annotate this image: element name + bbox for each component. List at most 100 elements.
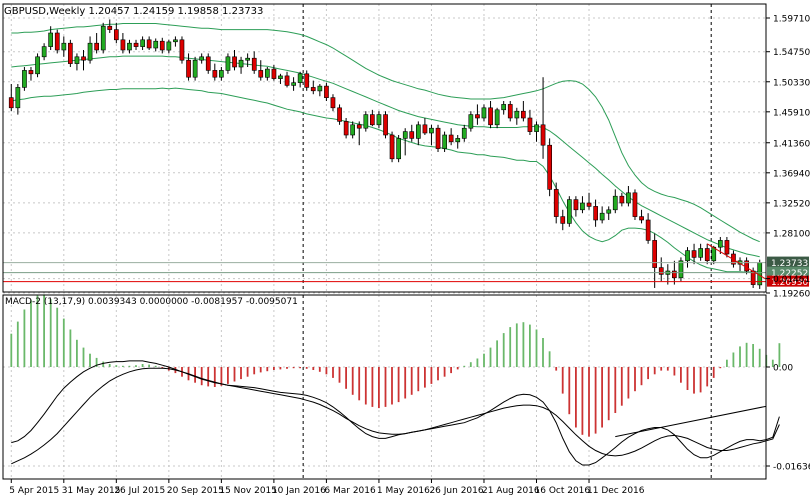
macd-histogram-bar — [490, 348, 492, 367]
macd-histogram-bar — [293, 367, 295, 368]
time-tick-label: 10 Jan 2016 — [272, 486, 326, 496]
bear-candle — [640, 217, 644, 220]
bear-candle — [259, 70, 263, 77]
bear-candle — [370, 115, 374, 125]
bear-candle — [187, 60, 191, 77]
bear-candle — [423, 125, 427, 133]
bear-candle — [9, 98, 13, 108]
macd-histogram-bar — [575, 367, 577, 428]
bull-candle — [462, 128, 466, 138]
bear-candle — [541, 125, 545, 145]
bear-candle — [475, 115, 479, 118]
bear-candle — [692, 251, 696, 258]
bear-candle — [489, 108, 493, 125]
macd-histogram-bar — [102, 362, 104, 367]
macd-histogram-bar — [339, 367, 341, 383]
macd-histogram-bar — [280, 367, 282, 369]
macd-histogram-bar — [50, 299, 52, 367]
macd-title: MACD-2 (13,17,9) 0.0039343 0.0000000 -0.… — [5, 297, 298, 307]
bear-candle — [357, 125, 361, 128]
bear-candle — [311, 87, 315, 90]
macd-histogram-bar — [122, 366, 124, 367]
bull-candle — [265, 69, 269, 77]
macd-histogram-bar — [70, 330, 72, 368]
bear-candle — [672, 271, 676, 278]
bear-candle — [548, 145, 552, 189]
macd-histogram-bar — [713, 367, 715, 378]
macd-histogram-bar — [739, 346, 741, 367]
macd-histogram-bar — [83, 348, 85, 367]
time-tick-label: 21 Aug 2016 — [482, 486, 540, 496]
bull-candle — [239, 60, 243, 67]
bull-candle — [292, 83, 296, 86]
macd-histogram-bar — [687, 367, 689, 390]
bear-candle — [436, 128, 440, 148]
macd-histogram-bar — [706, 367, 708, 386]
macd-histogram-bar — [463, 366, 465, 367]
bull-candle — [443, 135, 447, 149]
macd-histogram-bar — [345, 367, 347, 389]
macd-histogram-bar — [621, 367, 623, 406]
macd-histogram-bar — [194, 367, 196, 383]
macd-histogram-bar — [404, 367, 406, 399]
bull-candle — [482, 108, 486, 118]
macd-histogram-bar — [496, 340, 498, 367]
bull-candle — [22, 70, 26, 87]
macd-histogram-bar — [700, 367, 702, 392]
macd-histogram-bar — [647, 367, 649, 379]
bull-candle — [200, 57, 204, 60]
chart-title: GBPUSD,Weekly 1.20457 1.24159 1.19858 1.… — [4, 6, 263, 17]
bear-candle — [331, 98, 335, 108]
macd-histogram-bar — [516, 323, 518, 367]
bull-candle — [318, 86, 322, 91]
macd-histogram-bar — [385, 367, 387, 407]
bull-candle — [246, 58, 250, 60]
macd-histogram-bar — [746, 343, 748, 367]
macd-histogram-bar — [234, 367, 236, 382]
bull-candle — [75, 57, 79, 64]
macd-histogram-bar — [444, 367, 446, 377]
bull-candle — [613, 196, 617, 210]
bear-candle — [449, 135, 453, 142]
macd-histogram-bar — [634, 367, 636, 391]
macd-histogram-bar — [17, 322, 19, 367]
bear-candle — [338, 108, 342, 122]
bull-candle — [226, 57, 230, 71]
macd-histogram-bar — [733, 353, 735, 368]
macd-histogram-bar — [299, 367, 301, 368]
bull-candle — [515, 111, 519, 118]
bull-candle — [127, 43, 131, 50]
macd-histogram-bar — [680, 367, 682, 383]
price-tick-label: 1.45910 — [773, 108, 810, 118]
macd-histogram-bar — [253, 367, 255, 374]
bull-candle — [62, 43, 66, 50]
time-tick-label: 16 Oct 2016 — [535, 486, 591, 496]
macd-histogram-bar — [365, 367, 367, 405]
macd-histogram-bar — [201, 367, 203, 385]
bull-candle — [101, 26, 105, 50]
bear-candle — [55, 33, 59, 50]
time-tick-label: 26 Jul 2015 — [114, 486, 165, 496]
macd-histogram-bar — [503, 333, 505, 367]
bear-candle — [705, 249, 709, 261]
time-tick-label: 5 Apr 2015 — [9, 486, 59, 496]
bull-candle — [686, 251, 690, 261]
macd-tick-label: 0.00 — [773, 364, 793, 374]
bear-candle — [233, 57, 237, 67]
macd-histogram-bar — [273, 367, 275, 370]
time-tick-label: 1 May 2016 — [377, 486, 430, 496]
bull-candle — [502, 104, 506, 109]
bull-candle — [219, 70, 223, 77]
bear-candle — [147, 40, 151, 48]
macd-histogram-bar — [608, 367, 610, 420]
macd-histogram-bar — [10, 334, 12, 367]
macd-tick-label: -0.016363 — [773, 463, 810, 473]
bear-candle — [653, 240, 657, 267]
macd-histogram-bar — [372, 367, 374, 407]
bear-candle — [68, 43, 72, 63]
macd-histogram-bar — [437, 367, 439, 380]
bull-candle — [141, 40, 145, 47]
bull-candle — [429, 128, 433, 133]
